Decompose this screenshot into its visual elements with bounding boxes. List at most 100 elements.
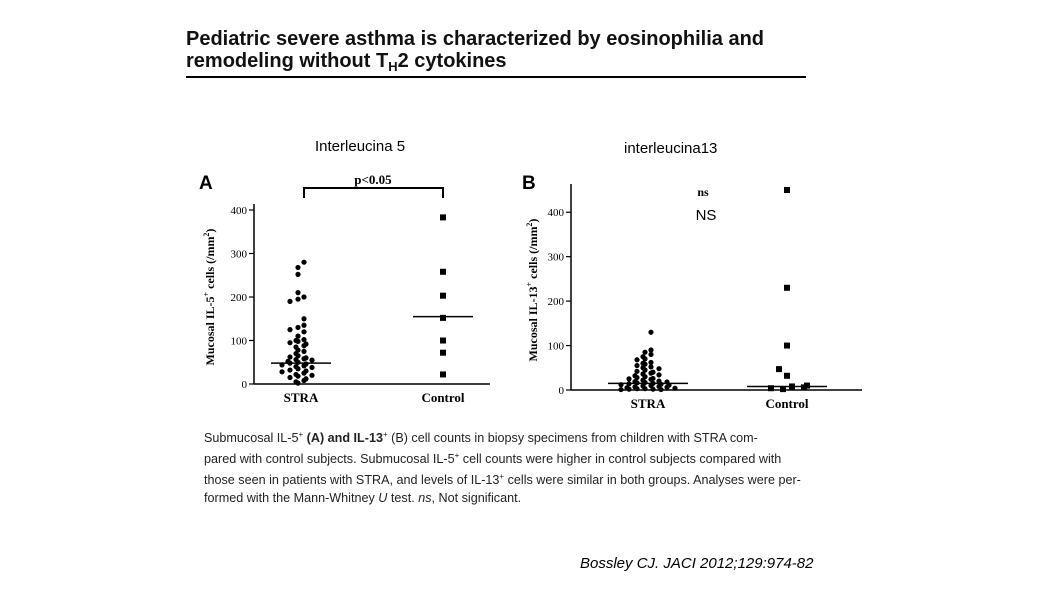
stra-point — [642, 349, 648, 355]
stra-point — [301, 348, 307, 354]
stra-point — [287, 298, 293, 304]
title-line-1: Pediatric severe asthma is characterized… — [186, 28, 765, 50]
y-tick-label: 300 — [548, 252, 565, 264]
control-point — [768, 385, 774, 392]
control-point — [440, 349, 446, 356]
figure-caption: Submucosal IL-5+ (A) and IL-13+ (B) cell… — [204, 426, 874, 507]
control-point — [440, 214, 446, 221]
control-point — [784, 372, 790, 379]
panel-b-chart: 0 100 200 300 400 Mucosal IL-13+ cells (/mm2)… — [525, 184, 862, 411]
stra-point — [287, 327, 293, 333]
caption-line-1: Submucosal IL-5+ (A) and IL-13+ (B) cell… — [204, 430, 758, 446]
label-interleucina-13: interleucina13 — [624, 140, 718, 157]
panel-a-letter: A — [199, 173, 213, 194]
control-point — [440, 292, 446, 299]
stra-point — [295, 271, 301, 277]
y-tick-label: 200 — [231, 292, 248, 304]
citation: Bossley CJ. JACI 2012;129:974-82 — [580, 555, 814, 572]
stra-point — [658, 386, 664, 393]
stra-point — [626, 386, 632, 392]
stra-point — [634, 386, 640, 392]
stra-point — [301, 377, 307, 384]
stra-point — [664, 384, 670, 390]
stra-point — [287, 340, 293, 346]
significance-bracket — [303, 187, 444, 198]
title-line-2: remodeling without TH2 cytokines — [186, 50, 507, 74]
control-point — [440, 268, 446, 275]
y-tick-label: 0 — [242, 379, 248, 391]
stra-point — [648, 359, 654, 366]
control-point — [776, 366, 782, 373]
stra-point — [301, 356, 307, 362]
control-point — [780, 386, 786, 393]
ns-label: NS — [696, 207, 717, 224]
stra-point — [301, 337, 307, 343]
stra-point — [301, 322, 307, 328]
stra-point — [656, 372, 662, 378]
stra-point — [634, 374, 640, 381]
ns-annotation: ns — [697, 185, 709, 199]
x-tick-label: STRA — [284, 390, 319, 405]
stra-point — [295, 380, 301, 386]
stra-point — [301, 316, 307, 322]
stra-point — [642, 367, 648, 373]
slide-title: Pediatric severe asthma is characterized… — [186, 28, 806, 74]
stra-point — [295, 338, 301, 344]
stra-point — [301, 329, 307, 335]
stra-point — [309, 364, 315, 371]
panel-b-letter: B — [522, 173, 536, 194]
y-tick-label: 400 — [548, 207, 565, 219]
control-point — [440, 371, 446, 378]
y-axis-label: Mucosal IL-5+ cells (/mm2) — [202, 229, 217, 366]
control-point — [784, 284, 790, 291]
stra-point — [301, 294, 307, 300]
stra-point — [295, 353, 301, 359]
stra-point — [309, 357, 315, 363]
stra-point — [634, 357, 640, 363]
y-axis-label: Mucosal IL-13+ cells (/mm2) — [525, 219, 540, 362]
stra-point — [287, 367, 293, 373]
stra-point — [648, 351, 654, 358]
y-tick-label: 100 — [231, 336, 248, 348]
stra-point — [301, 259, 307, 265]
stra-point — [618, 386, 624, 393]
stra-point — [309, 372, 315, 378]
stra-point — [648, 364, 654, 370]
control-point — [440, 337, 446, 344]
label-interleucina-5: Interleucina 5 — [315, 138, 406, 155]
stra-point — [287, 374, 293, 381]
caption-line-3: those seen in patients with STRA, and le… — [204, 472, 801, 488]
stra-point — [295, 324, 301, 331]
stra-point — [301, 343, 307, 349]
y-tick-label: 100 — [548, 341, 565, 353]
stra-point — [648, 376, 654, 382]
stra-point — [626, 376, 632, 382]
stra-point — [279, 369, 285, 375]
stra-point — [648, 329, 654, 335]
panel-a-chart: 0 100 200 300 400 Mucosal IL-5+ cells (/mm2) S… — [202, 172, 490, 405]
caption-line-2: pared with control subjects. Submucosal … — [204, 451, 782, 467]
title-underline — [186, 76, 806, 78]
stra-point — [301, 370, 307, 376]
control-point — [440, 314, 446, 321]
stra-point — [301, 363, 307, 369]
x-tick-label: Control — [421, 390, 464, 405]
stra-point — [656, 366, 662, 372]
stra-point — [295, 296, 301, 302]
y-tick-label: 300 — [231, 249, 248, 261]
stra-point — [295, 373, 301, 379]
stra-point — [642, 386, 648, 392]
y-tick-label: 0 — [559, 385, 565, 397]
stra-point — [642, 356, 648, 362]
stra-point — [648, 347, 654, 353]
control-point — [784, 342, 790, 349]
control-point — [801, 384, 807, 391]
stra-point — [295, 333, 301, 339]
x-tick-label: STRA — [631, 396, 666, 411]
caption-line-4: formed with the Mann-Whitney U test. ns,… — [204, 490, 522, 505]
p-value-annotation: p<0.05 — [354, 172, 392, 187]
stra-point — [295, 264, 301, 271]
stra-point — [672, 385, 678, 391]
stra-point — [648, 370, 654, 376]
